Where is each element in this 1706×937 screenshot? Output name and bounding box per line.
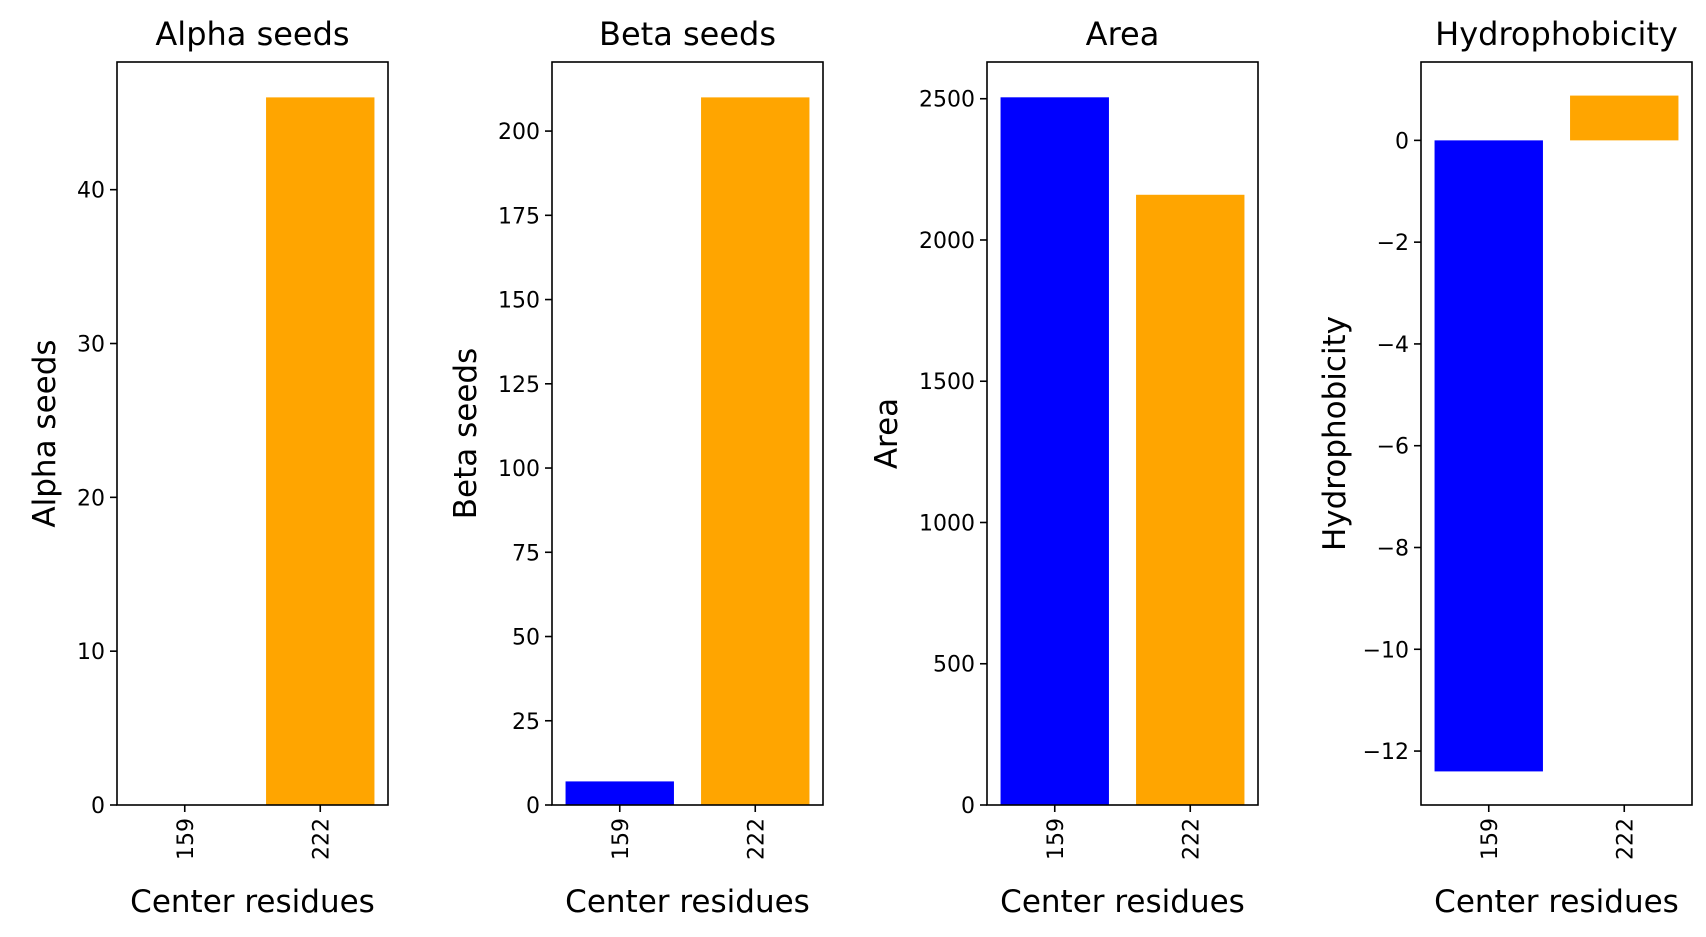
bar-222 bbox=[266, 97, 375, 805]
subplot-4: −12 −10 −8 −6 −4 −2 0 159 222 Hydrophobicity Cente… bbox=[1317, 15, 1693, 920]
y-tick-label: 2500 bbox=[919, 88, 975, 113]
y-tick-label: 1500 bbox=[919, 370, 975, 395]
y-tick-label: 1000 bbox=[919, 511, 975, 536]
y-tick-label: 500 bbox=[933, 653, 975, 678]
plot-frame bbox=[551, 61, 824, 806]
y-axis-label: Area bbox=[869, 398, 905, 469]
y-tick-label: −6 bbox=[1377, 435, 1409, 460]
y-tick-label: 40 bbox=[77, 179, 105, 204]
x-axis-label: Center residues bbox=[565, 884, 810, 920]
y-axis-label: Beta seeds bbox=[448, 348, 484, 519]
y-tick-label: −12 bbox=[1363, 740, 1409, 765]
subplot-2: 0 25 50 75 100 125 150 175 200 159 222 Beta seeds Ce… bbox=[448, 15, 824, 920]
bar-222 bbox=[1570, 95, 1679, 141]
x-axis-label: Center residues bbox=[130, 884, 375, 920]
y-tick-label: 0 bbox=[961, 794, 975, 819]
x-axis-label: Center residues bbox=[1434, 884, 1679, 920]
y-tick-label: 25 bbox=[512, 710, 540, 735]
y-tick-label: 75 bbox=[512, 541, 540, 566]
y-tick-label: 0 bbox=[1395, 129, 1409, 154]
y-tick-label: 0 bbox=[526, 794, 540, 819]
y-tick-label: 2000 bbox=[919, 229, 975, 254]
y-tick-label: 30 bbox=[77, 333, 105, 358]
y-tick-label: 200 bbox=[498, 120, 540, 145]
subplot-title: Alpha seeds bbox=[155, 15, 349, 53]
y-tick-label: 175 bbox=[498, 204, 540, 229]
y-tick-label: 10 bbox=[77, 640, 105, 665]
y-tick-label: 125 bbox=[498, 373, 540, 398]
x-tick-label: 222 bbox=[1613, 818, 1638, 860]
y-tick-label: 100 bbox=[498, 457, 540, 482]
y-tick-label: −2 bbox=[1377, 231, 1409, 256]
plot-frame bbox=[1420, 61, 1693, 806]
y-tick-label: −8 bbox=[1377, 536, 1409, 561]
x-tick-label: 222 bbox=[1179, 818, 1204, 860]
y-tick-label: 20 bbox=[77, 486, 105, 511]
subplot-title: Beta seeds bbox=[599, 15, 776, 53]
plot-frame bbox=[116, 61, 389, 806]
x-tick-label: 159 bbox=[609, 818, 634, 860]
subplot-3: 0 500 1000 1500 2000 2500 159 222 Area Center res… bbox=[869, 15, 1259, 920]
x-tick-label: 159 bbox=[174, 818, 199, 860]
y-axis-label: Alpha seeds bbox=[27, 339, 63, 527]
subplot-title: Area bbox=[1086, 15, 1160, 53]
x-tick-label: 159 bbox=[1478, 818, 1503, 860]
bar-222 bbox=[701, 97, 810, 805]
subplot-title: Hydrophobicity bbox=[1435, 15, 1678, 53]
x-tick-label: 222 bbox=[744, 818, 769, 860]
x-axis-label: Center residues bbox=[1000, 884, 1245, 920]
bar-159 bbox=[1434, 140, 1543, 772]
x-tick-label: 159 bbox=[1044, 818, 1069, 860]
y-tick-label: 150 bbox=[498, 289, 540, 314]
bar-159 bbox=[565, 781, 674, 805]
bar-159 bbox=[1000, 97, 1109, 805]
y-tick-label: −10 bbox=[1363, 638, 1409, 663]
y-tick-label: 0 bbox=[91, 794, 105, 819]
subplot-1: 0 10 20 30 40 159 222 Alpha seeds Center residue… bbox=[27, 15, 389, 920]
y-tick-label: −4 bbox=[1377, 333, 1409, 358]
plot-frame bbox=[986, 61, 1259, 806]
y-tick-label: 50 bbox=[512, 626, 540, 651]
x-tick-label: 222 bbox=[309, 818, 334, 860]
bar-222 bbox=[1136, 194, 1245, 805]
y-axis-label: Hydrophobicity bbox=[1317, 316, 1353, 551]
